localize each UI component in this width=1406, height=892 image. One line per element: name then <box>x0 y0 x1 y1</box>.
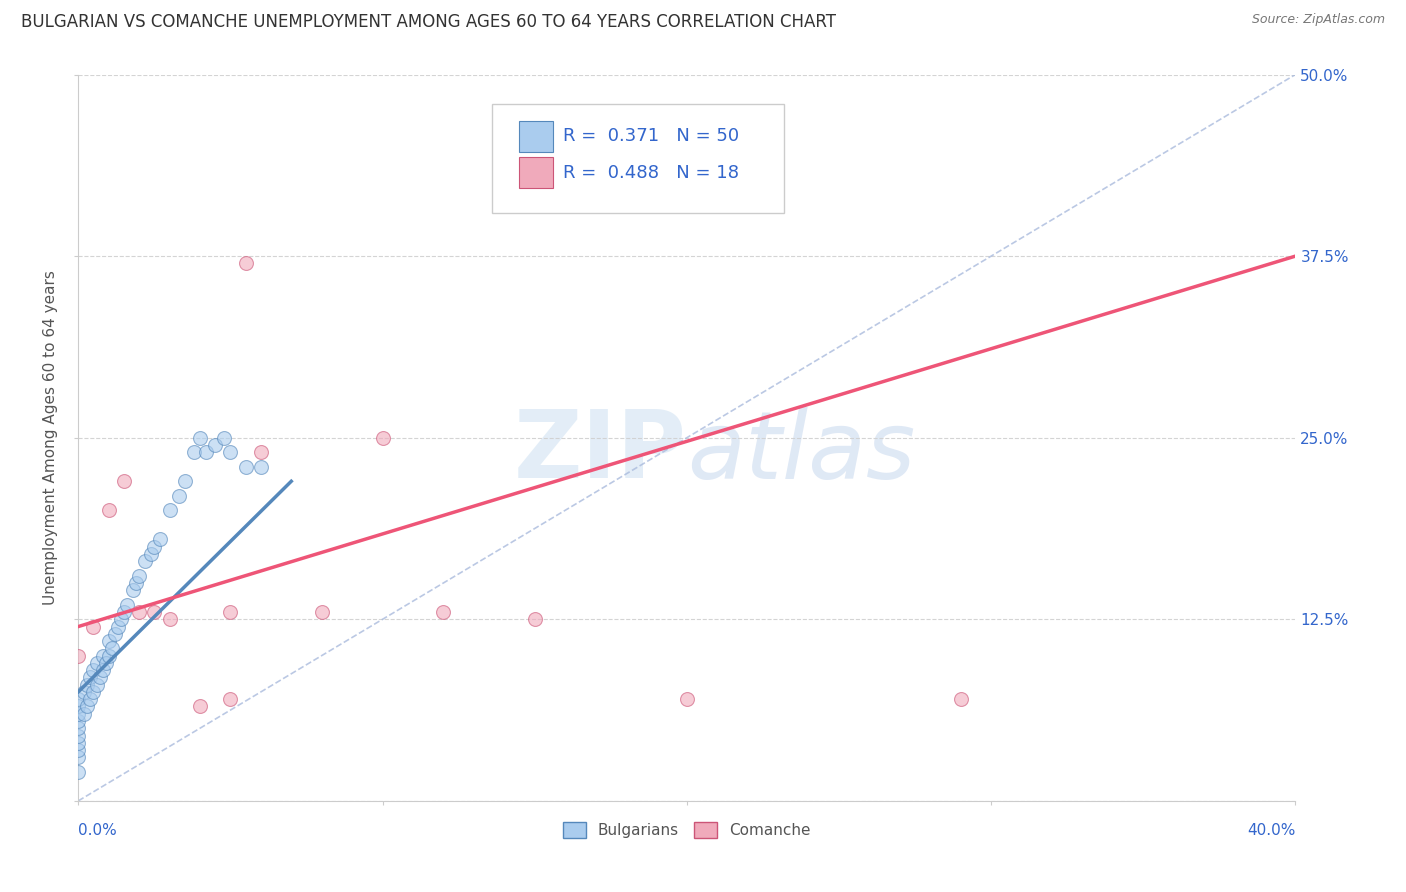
Point <box>188 699 211 714</box>
Point <box>188 431 211 445</box>
Point <box>91 663 114 677</box>
Point <box>67 692 90 706</box>
Point <box>128 568 150 582</box>
Point <box>173 475 195 489</box>
Point <box>73 685 96 699</box>
Point <box>141 547 163 561</box>
Point <box>100 641 122 656</box>
Point <box>676 692 699 706</box>
Point <box>67 714 90 728</box>
Text: 0.0%: 0.0% <box>79 822 117 838</box>
Point <box>67 729 90 743</box>
Point <box>86 678 108 692</box>
Y-axis label: Unemployment Among Ages 60 to 64 years: Unemployment Among Ages 60 to 64 years <box>44 270 58 605</box>
Point <box>432 605 454 619</box>
Point <box>110 612 132 626</box>
Point <box>67 699 90 714</box>
Point <box>949 692 972 706</box>
Point <box>149 533 172 547</box>
Point <box>143 605 166 619</box>
Point <box>128 605 150 619</box>
Point <box>89 670 111 684</box>
Text: ZIP: ZIP <box>515 406 688 499</box>
Point <box>523 612 546 626</box>
Point <box>97 648 120 663</box>
Point <box>214 431 236 445</box>
Point <box>250 459 273 474</box>
Point <box>159 612 181 626</box>
Point <box>311 605 333 619</box>
Point <box>73 706 96 721</box>
Point <box>76 699 98 714</box>
Point <box>82 663 104 677</box>
Bar <box>519 121 553 152</box>
Text: atlas: atlas <box>688 407 915 498</box>
Point <box>115 598 138 612</box>
Point <box>86 656 108 670</box>
Bar <box>519 157 553 188</box>
Point <box>122 583 145 598</box>
Point <box>104 627 127 641</box>
Text: R =  0.371   N = 50: R = 0.371 N = 50 <box>562 128 738 145</box>
Point <box>219 445 242 459</box>
Point <box>91 648 114 663</box>
Point <box>107 619 129 633</box>
Point <box>67 743 90 757</box>
Point <box>219 692 242 706</box>
Point <box>159 503 181 517</box>
Point <box>125 576 148 591</box>
Point <box>76 678 98 692</box>
Point <box>67 736 90 750</box>
Legend: Bulgarians, Comanche: Bulgarians, Comanche <box>557 816 817 844</box>
Point <box>112 605 135 619</box>
Point <box>97 634 120 648</box>
Point <box>79 670 101 684</box>
Point <box>143 540 166 554</box>
Point <box>82 685 104 699</box>
Point <box>97 503 120 517</box>
Point <box>82 619 104 633</box>
Point <box>94 656 117 670</box>
Point <box>183 445 205 459</box>
Text: 40.0%: 40.0% <box>1247 822 1295 838</box>
FancyBboxPatch shape <box>492 103 785 212</box>
Point <box>235 459 257 474</box>
Point <box>167 489 190 503</box>
Point <box>67 721 90 735</box>
Point <box>67 648 90 663</box>
Point <box>195 445 218 459</box>
Point <box>235 256 257 270</box>
Point <box>67 764 90 779</box>
Point <box>219 605 242 619</box>
Point <box>67 750 90 764</box>
Point <box>79 692 101 706</box>
Point <box>250 445 273 459</box>
Point <box>134 554 156 568</box>
Text: R =  0.488   N = 18: R = 0.488 N = 18 <box>562 163 738 182</box>
Text: Source: ZipAtlas.com: Source: ZipAtlas.com <box>1251 13 1385 27</box>
Point <box>371 431 394 445</box>
Point <box>67 706 90 721</box>
Text: BULGARIAN VS COMANCHE UNEMPLOYMENT AMONG AGES 60 TO 64 YEARS CORRELATION CHART: BULGARIAN VS COMANCHE UNEMPLOYMENT AMONG… <box>21 13 837 31</box>
Point <box>112 475 135 489</box>
Point <box>204 438 226 452</box>
